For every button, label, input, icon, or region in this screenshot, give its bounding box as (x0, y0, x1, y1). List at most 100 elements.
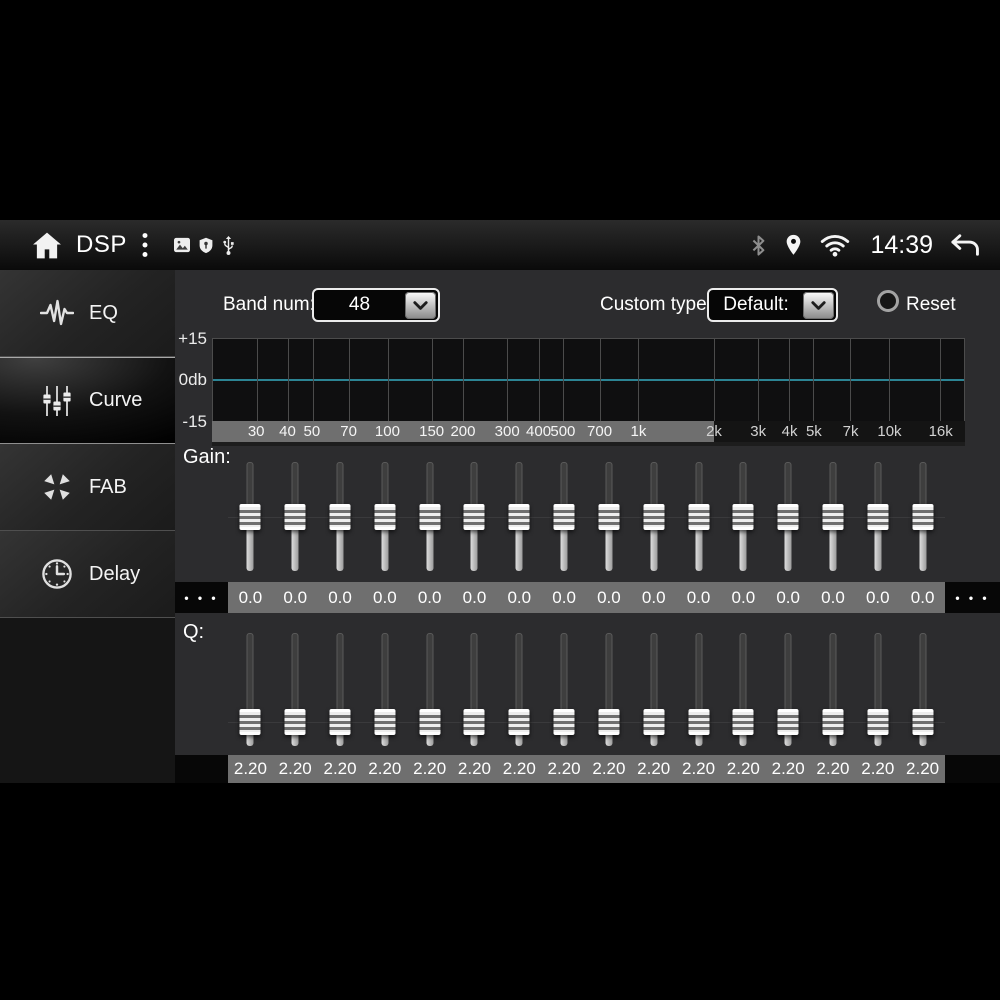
more-vertical-icon[interactable] (141, 232, 149, 258)
custom-type-label: Custom type: (600, 294, 712, 315)
track-upper (605, 462, 613, 517)
gain-slider-thumb[interactable] (374, 504, 396, 530)
gain-slider-thumb[interactable] (598, 504, 620, 530)
gain-slider-thumb[interactable] (732, 504, 754, 530)
q-slider-16[interactable] (900, 630, 945, 748)
q-slider-thumb[interactable] (867, 709, 889, 735)
gain-slider-14[interactable] (811, 458, 856, 575)
gridline-16k (939, 339, 941, 421)
track-upper (246, 633, 254, 722)
gridline-400 (538, 339, 540, 421)
gain-slider-thumb[interactable] (508, 504, 530, 530)
gain-slider-thumb[interactable] (688, 504, 710, 530)
q-slider-5[interactable] (407, 630, 452, 748)
gridline-3k (757, 339, 759, 421)
track-upper (650, 462, 658, 517)
gain-slider-thumb[interactable] (867, 504, 889, 530)
q-slider-14[interactable] (811, 630, 856, 748)
band-num-select[interactable]: 48 (312, 288, 440, 322)
q-slider-thumb[interactable] (732, 709, 754, 735)
q-slider-thumb[interactable] (329, 709, 351, 735)
gain-slider-4[interactable] (362, 458, 407, 575)
q-edge-right (945, 755, 1000, 783)
reset-radio[interactable] (877, 290, 899, 312)
gain-slider-3[interactable] (318, 458, 363, 575)
gain-scroll-left[interactable]: • • • (175, 582, 228, 613)
q-value-3: 2.20 (323, 759, 357, 778)
chevron-down-icon[interactable] (405, 291, 436, 319)
track-upper (695, 462, 703, 517)
q-slider-thumb[interactable] (643, 709, 665, 735)
track-upper (246, 462, 254, 517)
gain-slider-7[interactable] (497, 458, 542, 575)
gain-value-9: 0.0 (597, 587, 621, 607)
sidebar-item-delay[interactable]: Delay (0, 531, 175, 618)
track-lower (784, 517, 792, 571)
gain-slider-11[interactable] (676, 458, 721, 575)
q-slider-thumb[interactable] (777, 709, 799, 735)
q-slider-13[interactable] (766, 630, 811, 748)
q-slider-thumb[interactable] (463, 709, 485, 735)
q-slider-thumb[interactable] (598, 709, 620, 735)
q-slider-6[interactable] (452, 630, 497, 748)
sidebar-item-eq[interactable]: EQ (0, 270, 175, 357)
q-slider-4[interactable] (362, 630, 407, 748)
gain-slider-thumb[interactable] (777, 504, 799, 530)
gain-slider-thumb[interactable] (239, 504, 261, 530)
gain-scroll-right[interactable]: • • • (945, 582, 1000, 613)
custom-type-select[interactable]: Default: (707, 288, 838, 322)
q-slider-12[interactable] (721, 630, 766, 748)
gain-slider-1[interactable] (228, 458, 273, 575)
gain-slider-thumb[interactable] (822, 504, 844, 530)
q-slider-thumb[interactable] (239, 709, 261, 735)
q-slider-thumb[interactable] (419, 709, 441, 735)
q-slider-10[interactable] (631, 630, 676, 748)
track-upper (874, 462, 882, 517)
gain-slider-thumb[interactable] (463, 504, 485, 530)
q-slider-15[interactable] (855, 630, 900, 748)
gain-slider-thumb[interactable] (329, 504, 351, 530)
gain-slider-15[interactable] (855, 458, 900, 575)
q-slider-11[interactable] (676, 630, 721, 748)
q-slider-thumb[interactable] (508, 709, 530, 735)
freq-tick-40: 40 (279, 423, 296, 440)
gain-slider-8[interactable] (542, 458, 587, 575)
q-slider-thumb[interactable] (553, 709, 575, 735)
gain-slider-thumb[interactable] (419, 504, 441, 530)
track-upper (784, 462, 792, 517)
eq-curve-plot[interactable] (212, 338, 965, 421)
gain-slider-6[interactable] (452, 458, 497, 575)
q-slider-3[interactable] (318, 630, 363, 748)
gain-slider-2[interactable] (273, 458, 318, 575)
q-slider-9[interactable] (587, 630, 632, 748)
q-slider-thumb[interactable] (284, 709, 306, 735)
q-slider-thumb[interactable] (374, 709, 396, 735)
track-lower (426, 517, 434, 571)
gridline-40 (288, 339, 290, 421)
gain-slider-13[interactable] (766, 458, 811, 575)
q-slider-thumb[interactable] (822, 709, 844, 735)
q-slider-thumb[interactable] (688, 709, 710, 735)
home-icon[interactable] (30, 230, 64, 261)
q-slider-thumb[interactable] (912, 709, 934, 735)
track-upper (470, 462, 478, 517)
gain-slider-5[interactable] (407, 458, 452, 575)
chevron-down-icon[interactable] (803, 291, 834, 319)
q-value-row: 2.20 2.20 2.20 2.20 2.20 2.20 2.20 2.20 2.20 2.20… (175, 755, 1000, 783)
q-slider-1[interactable] (228, 630, 273, 748)
q-slider-7[interactable] (497, 630, 542, 748)
sidebar-item-fab[interactable]: FAB (0, 444, 175, 531)
gain-slider-thumb[interactable] (553, 504, 575, 530)
back-icon[interactable] (950, 233, 980, 257)
gain-value-11: 0.0 (686, 587, 711, 607)
gain-slider-thumb[interactable] (912, 504, 934, 530)
gain-slider-thumb[interactable] (284, 504, 306, 530)
sidebar-item-curve[interactable]: Curve (0, 357, 175, 444)
gain-slider-10[interactable] (631, 458, 676, 575)
q-slider-8[interactable] (542, 630, 587, 748)
gain-slider-thumb[interactable] (643, 504, 665, 530)
gain-slider-12[interactable] (721, 458, 766, 575)
gain-slider-9[interactable] (587, 458, 632, 575)
gain-slider-16[interactable] (900, 458, 945, 575)
q-slider-2[interactable] (273, 630, 318, 748)
